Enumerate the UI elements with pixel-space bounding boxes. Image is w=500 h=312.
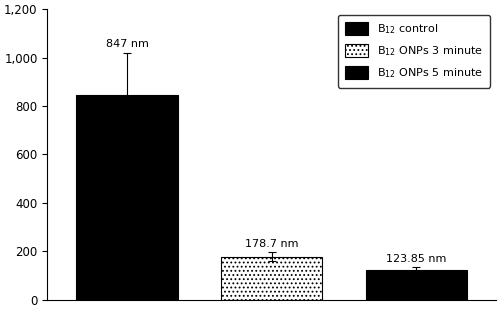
Legend: B$_{12}$ control, B$_{12}$ ONPs 3 minute, B$_{12}$ ONPs 5 minute: B$_{12}$ control, B$_{12}$ ONPs 3 minute… [338, 15, 490, 88]
Bar [366, 270, 467, 300]
Bar [221, 256, 322, 300]
Text: 847 nm: 847 nm [106, 39, 148, 49]
Bar [76, 95, 178, 300]
Text: 123.85 nm: 123.85 nm [386, 254, 446, 264]
Text: 178.7 nm: 178.7 nm [245, 239, 298, 250]
